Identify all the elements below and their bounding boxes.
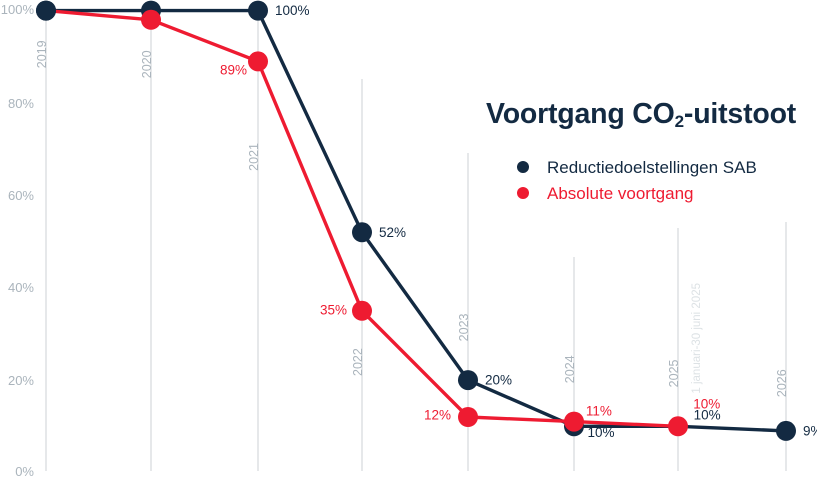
svg-text:2020: 2020 [140, 50, 154, 78]
svg-text:2021: 2021 [247, 143, 261, 171]
svg-text:2022: 2022 [351, 348, 365, 376]
svg-text:89%: 89% [220, 62, 247, 77]
svg-text:2026: 2026 [775, 369, 789, 397]
svg-text:12%: 12% [424, 408, 451, 423]
svg-text:10%: 10% [693, 397, 720, 412]
svg-text:1 januari-30 juni 2025: 1 januari-30 juni 2025 [691, 283, 703, 394]
svg-text:2024: 2024 [563, 355, 577, 383]
svg-text:9%: 9% [803, 423, 817, 438]
svg-text:2023: 2023 [457, 313, 471, 341]
svg-text:0%: 0% [15, 464, 34, 479]
svg-text:35%: 35% [320, 302, 347, 317]
svg-text:2025: 2025 [667, 359, 681, 387]
svg-text:20%: 20% [8, 373, 34, 388]
svg-text:20%: 20% [485, 373, 512, 388]
svg-text:52%: 52% [379, 225, 406, 240]
svg-text:80%: 80% [8, 96, 34, 111]
svg-text:100%: 100% [1, 2, 35, 17]
svg-text:10%: 10% [588, 425, 615, 440]
svg-text:60%: 60% [8, 188, 34, 203]
svg-text:2019: 2019 [35, 40, 49, 68]
svg-text:100%: 100% [275, 3, 310, 18]
svg-text:11%: 11% [586, 403, 612, 418]
svg-text:40%: 40% [8, 280, 34, 295]
